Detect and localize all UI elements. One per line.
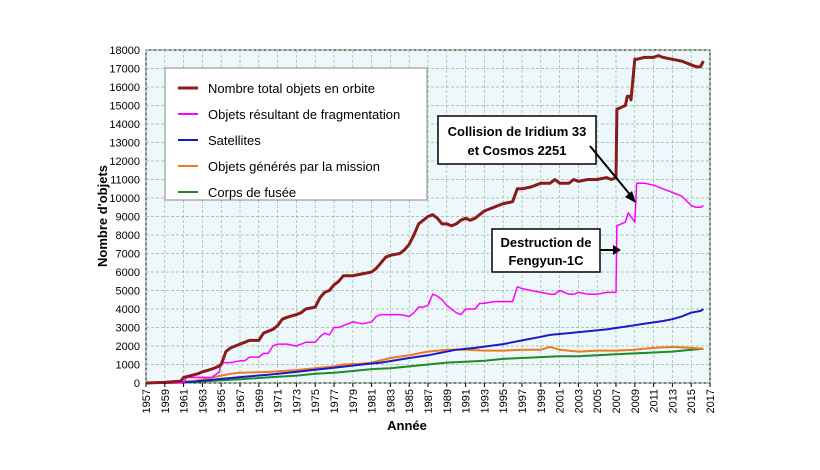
annotation-iridium-arrowhead	[625, 191, 636, 203]
x-tick-label: 1993	[479, 389, 491, 413]
x-tick-label: 1991	[461, 389, 473, 413]
y-tick-label: 18000	[109, 45, 140, 57]
x-tick-label: 1975	[310, 389, 322, 413]
legend: Nombre total objets en orbite Objets résu…	[164, 67, 428, 201]
series-line-2	[145, 308, 704, 384]
x-tick-label: 1995	[498, 389, 510, 413]
x-tick-label: 1963	[197, 389, 209, 413]
y-tick-label: 13000	[109, 138, 140, 150]
annotation-iridium-arrow	[589, 145, 633, 198]
x-tick-label: 2015	[686, 389, 698, 413]
x-tick-label: 1957	[141, 389, 153, 413]
x-ticks: 1957 1959 1961 1963 1965 1967 1969 1971 1973 1975…	[141, 383, 717, 413]
y-tick-label: 3000	[116, 323, 140, 335]
x-tick-label: 1959	[160, 389, 172, 413]
series-group	[145, 54, 705, 385]
legend-label-2: Satellites	[208, 133, 261, 148]
y-tick-label: 7000	[116, 249, 140, 261]
series-line-3	[145, 345, 704, 384]
x-tick-label: 2003	[573, 389, 585, 413]
y-tick-label: 14000	[109, 119, 140, 131]
legend-label-0: Nombre total objets en orbite	[208, 81, 375, 96]
y-ticks: 0 1000 2000 3000 4000 5000 6000 7000 8000 9000 100…	[109, 45, 140, 390]
y-tick-label: 4000	[116, 304, 140, 316]
legend-box	[164, 67, 428, 201]
y-tick-label: 5000	[116, 286, 140, 298]
x-tick-label: 1965	[216, 389, 228, 413]
y-axis-title: Nombre d'objets	[95, 165, 110, 267]
y-tick-label: 12000	[109, 156, 140, 168]
y-tick-label: 10000	[109, 193, 140, 205]
y-tick-label: 11000	[110, 175, 140, 187]
y-tick-label: 8000	[116, 230, 140, 242]
x-tick-label: 1969	[254, 389, 266, 413]
x-axis-title: Année	[387, 418, 427, 433]
x-tick-label: 1985	[404, 389, 416, 413]
series-line-1	[146, 182, 704, 384]
y-tick-label: 2000	[116, 341, 140, 353]
series-line-4	[145, 347, 704, 384]
x-tick-label: 1977	[329, 389, 341, 413]
annotation-iridium: Collision de Iridium 33 et Cosmos 2251	[437, 115, 636, 203]
annotation-fengyun-arrowhead	[613, 245, 621, 255]
annotation-fengyun-box	[491, 228, 601, 273]
x-tick-label: 2017	[705, 389, 717, 413]
annotation-fengyun-line1: Destruction de	[500, 235, 591, 250]
y-tick-label: 16000	[109, 82, 140, 94]
x-tick-label: 1961	[179, 389, 191, 413]
x-tick-label: 2011	[649, 389, 661, 413]
legend-label-3: Objets générés par la mission	[208, 159, 380, 174]
x-tick-label: 1981	[367, 389, 379, 413]
annotation-fengyun-line2: Fengyun-1C	[508, 253, 584, 268]
x-tick-label: 2005	[592, 389, 604, 413]
y-tick-label: 9000	[116, 212, 140, 224]
y-tick-label: 6000	[116, 267, 140, 279]
legend-label-1: Objets résultant de fragmentation	[208, 107, 400, 122]
x-tick-label: 1971	[273, 389, 285, 413]
y-tick-label: 1000	[116, 360, 140, 372]
x-tick-label: 1987	[423, 389, 435, 413]
y-tick-label: 17000	[109, 64, 140, 76]
annotation-iridium-line1: Collision de Iridium 33	[448, 124, 587, 139]
annotation-iridium-line2: et Cosmos 2251	[468, 143, 567, 158]
x-tick-label: 1989	[442, 389, 454, 413]
x-tick-label: 1967	[235, 389, 247, 413]
x-tick-label: 1973	[291, 389, 303, 413]
x-tick-label: 2007	[611, 389, 623, 413]
y-tick-label: 0	[134, 378, 140, 390]
x-tick-label: 2001	[555, 389, 567, 413]
annotation-fengyun: Destruction de Fengyun-1C	[491, 228, 621, 273]
legend-label-4: Corps de fusée	[208, 185, 296, 200]
annotation-iridium-box	[437, 115, 597, 165]
x-tick-label: 2009	[630, 389, 642, 413]
x-tick-label: 1983	[385, 389, 397, 413]
x-tick-label: 1999	[536, 389, 548, 413]
x-tick-label: 1979	[348, 389, 360, 413]
y-tick-label: 15000	[109, 101, 140, 113]
x-tick-label: 2013	[667, 389, 679, 413]
series-line-0	[145, 54, 705, 385]
x-tick-label: 1997	[517, 389, 529, 413]
